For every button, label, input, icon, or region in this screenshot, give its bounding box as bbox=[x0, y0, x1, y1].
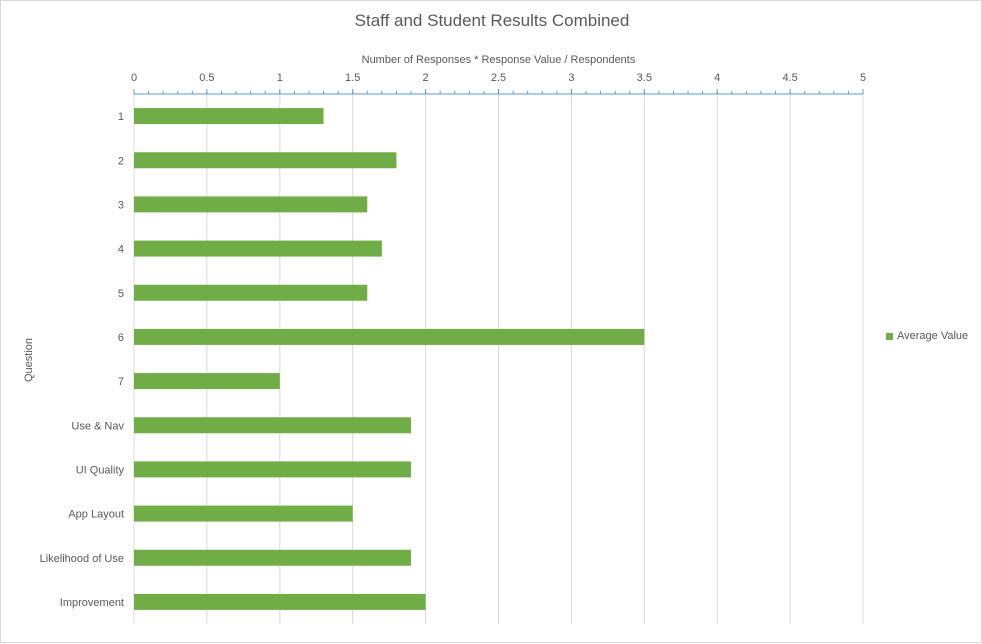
x-tick-label: 4.5 bbox=[782, 72, 797, 84]
y-tick-label: Improvement bbox=[60, 597, 124, 609]
bar bbox=[134, 505, 353, 522]
bar bbox=[134, 549, 412, 566]
x-tick-label: 3 bbox=[568, 72, 574, 84]
bar bbox=[134, 593, 426, 610]
y-tick-label: 4 bbox=[118, 244, 124, 256]
bar bbox=[134, 417, 412, 434]
bar bbox=[134, 461, 412, 478]
y-tick-label: 2 bbox=[118, 155, 124, 167]
y-tick-label: 5 bbox=[118, 288, 124, 300]
y-tick-label: Likelihood of Use bbox=[40, 553, 124, 565]
y-tick-label: 3 bbox=[118, 199, 124, 211]
x-tick-label: 5 bbox=[860, 72, 866, 84]
x-tick-label: 2 bbox=[423, 72, 429, 84]
x-tick-label: 1 bbox=[277, 72, 283, 84]
x-tick-label: 3.5 bbox=[637, 72, 652, 84]
bar bbox=[134, 373, 280, 390]
chart-title: Staff and Student Results Combined bbox=[354, 11, 630, 30]
bar bbox=[134, 240, 382, 257]
y-tick-label: App Layout bbox=[68, 509, 124, 521]
bar bbox=[134, 284, 368, 301]
y-tick-label: Use & Nav bbox=[71, 420, 124, 432]
y-tick-label: 7 bbox=[118, 376, 124, 388]
bar bbox=[134, 196, 368, 213]
legend-label: Average Value bbox=[897, 330, 969, 342]
x-tick-label: 2.5 bbox=[491, 72, 506, 84]
bar bbox=[134, 152, 397, 169]
y-tick-label: 6 bbox=[118, 332, 124, 344]
y-tick-label: 1 bbox=[118, 111, 124, 123]
bar bbox=[134, 328, 645, 345]
x-tick-label: 4 bbox=[714, 72, 720, 84]
x-tick-label: 1.5 bbox=[345, 72, 360, 84]
y-tick-label: UI Quality bbox=[76, 464, 125, 476]
legend-swatch bbox=[886, 332, 893, 340]
x-tick-label: 0 bbox=[131, 72, 137, 84]
bar bbox=[134, 108, 324, 125]
x-axis-title: Number of Responses * Response Value / R… bbox=[361, 54, 636, 66]
x-tick-label: 0.5 bbox=[199, 72, 214, 84]
legend: Average Value bbox=[886, 330, 968, 342]
